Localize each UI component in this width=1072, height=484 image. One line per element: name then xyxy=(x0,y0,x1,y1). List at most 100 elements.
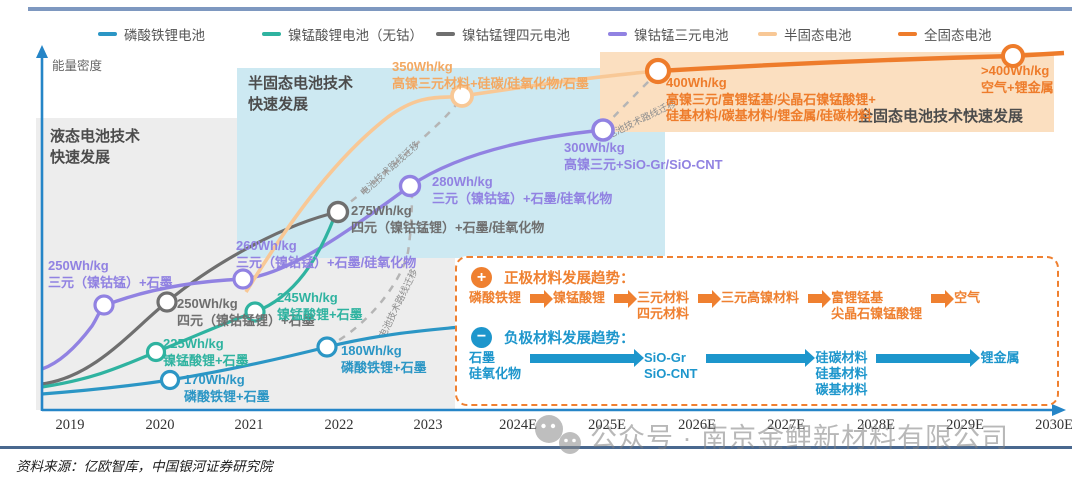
ternary-line-swatch xyxy=(608,32,627,36)
x-tick-2024e: 2024E xyxy=(499,417,537,433)
marker-ternary-280 xyxy=(398,174,422,198)
cathode-trend-chain: 磷酸铁锂 镍锰酸锂 三元材料 四元材料 三元高镍材料 富锂锰基 尖晶石镍锰酸锂 空气 xyxy=(469,289,1047,323)
point-label-solidstate-400: 400Wh/kg 高镍三元/富锂锰基/尖晶石镍锰酸锂+ 硅基材料/碳基材料/锂金属/… xyxy=(666,75,876,124)
point-label-quaternary-250: 250Wh/kg 四元（镍钴锰锂）+石墨 xyxy=(177,296,315,328)
point-label-ternary-300: 300Wh/kg 高镍三元+SiO-Gr/SiO-CNT xyxy=(564,140,723,172)
marker-solidstate-400plus xyxy=(1001,44,1025,68)
x-tick-2029e: 2029E xyxy=(946,417,984,433)
solidstate-curve xyxy=(657,50,1065,74)
legend-item-lfp: 磷酸铁锂电池 xyxy=(98,24,205,44)
liquid-phase-title-line2: 快速发展 xyxy=(50,149,111,166)
solidstate-line-swatch xyxy=(898,32,917,36)
point-label-lfp-180: 180Wh/kg 磷酸铁锂+石墨 xyxy=(341,343,427,375)
marker-lnmo-245 xyxy=(244,301,266,323)
lnmo-curve xyxy=(41,217,336,389)
anode-item: 锂金属 xyxy=(980,349,1020,365)
legend-item-lnmo: 镍锰酸锂电池（无钴） xyxy=(262,24,423,44)
cathode-item: 镍锰酸锂 xyxy=(553,290,606,305)
legend-label: 全固态电池 xyxy=(924,28,992,43)
marker-quaternary-250 xyxy=(156,291,178,313)
point-label-solidstate-400plus: >400Wh/kg 空气+锂金属 xyxy=(981,63,1054,95)
arrow-right-icon xyxy=(931,289,955,308)
anode-trend-title: 负极材料发展趋势： xyxy=(504,330,635,347)
semisolid-phase-title-line2: 快速发展 xyxy=(248,96,309,113)
marker-lnmo-225 xyxy=(145,341,167,363)
point-label-quaternary-275: 275Wh/kg 四元（镍钴锰锂）+石墨/硅氧化物 xyxy=(351,203,545,235)
arrow-right-icon xyxy=(706,349,816,367)
legend-label: 镍锰酸锂电池（无钴） xyxy=(288,28,423,43)
lfp-curve xyxy=(41,325,461,396)
migration-dash-quaternary-to-semisolid xyxy=(339,98,462,211)
point-label-lnmo-225: 225Wh/kg 镍锰酸锂+石墨 xyxy=(163,336,249,368)
semisolid-line-swatch xyxy=(758,32,777,36)
arrow-right-icon xyxy=(876,349,981,367)
legend-label: 磷酸铁锂电池 xyxy=(124,28,205,43)
quaternary-line-swatch xyxy=(436,32,455,36)
marker-ternary-260 xyxy=(232,268,254,290)
cathode-item: 三元高镍材料 xyxy=(721,290,800,305)
cathode-trend-title: 正极材料发展趋势： xyxy=(504,271,635,287)
arrow-right-icon xyxy=(530,289,554,308)
legend-label: 镍钴锰三元电池 xyxy=(634,28,729,43)
cathode-item: 富锂锰基 尖晶石镍锰酸锂 xyxy=(831,290,923,322)
x-tick-2028e: 2028E xyxy=(857,417,895,433)
marker-solidstate-400 xyxy=(644,57,672,85)
liquid-phase-region-lower xyxy=(237,258,455,410)
point-label-ternary-260: 260Wh/kg 三元（镍钴锰）+石墨/硅氧化物 xyxy=(236,238,417,270)
solidstate-phase-title: 全固态电池技术快速发展 xyxy=(858,106,1023,127)
y-axis-label: 能量密度 xyxy=(52,59,103,73)
x-tick-2027e: 2027E xyxy=(767,417,805,433)
semisolid-phase-title: 半固态电池技术 快速发展 xyxy=(248,73,353,115)
legend-item-ternary: 镍钴锰三元电池 xyxy=(608,24,729,44)
arrow-right-icon xyxy=(614,289,638,308)
marker-quaternary-275 xyxy=(326,200,350,224)
legend-label: 镍钴锰锂四元电池 xyxy=(462,28,570,43)
semisolid-phase-title-line1: 半固态电池技术 xyxy=(248,75,354,92)
minus-icon: − xyxy=(471,326,492,348)
material-trend-box: + 正极材料发展趋势： 磷酸铁锂 镍锰酸锂 三元材料 四元材料 三元高镍材料 富锂… xyxy=(455,256,1059,406)
marker-lfp-170 xyxy=(159,369,181,391)
x-tick-2020: 2020 xyxy=(145,417,175,433)
anode-item: SiO-Gr SiO-CNT xyxy=(644,349,698,381)
arrow-right-icon xyxy=(808,289,832,308)
legend-label: 半固态电池 xyxy=(784,28,852,43)
x-tick-2025e: 2025E xyxy=(588,417,626,433)
arrow-right-icon xyxy=(698,289,722,308)
marker-ternary-250 xyxy=(93,294,115,316)
x-tick-2026e: 2026E xyxy=(678,417,716,433)
liquid-phase-title: 液态电池技术 快速发展 xyxy=(50,126,140,168)
x-tick-2021: 2021 xyxy=(234,417,264,433)
marker-semisolid-350 xyxy=(450,84,474,108)
point-label-lnmo-245: 245Wh/kg 镍锰酸锂+石墨 xyxy=(277,290,363,322)
legend-item-semisolid: 半固态电池 xyxy=(758,24,852,44)
top-divider xyxy=(28,7,1072,11)
x-axis-arrow-icon xyxy=(1052,404,1066,416)
solidstate-phase-region xyxy=(600,52,1054,132)
point-label-semisolid-350: 350Wh/kg 高镍三元材料+硅碳/硅氧化物/石墨 xyxy=(392,59,589,91)
y-axis-arrow-icon xyxy=(36,45,48,58)
marker-ternary-300 xyxy=(591,118,615,142)
legend-item-quaternary: 镍钴锰锂四元电池 xyxy=(436,24,570,44)
lnmo-line-swatch xyxy=(262,32,281,36)
marker-lfp-180 xyxy=(316,336,338,358)
semisolid-curve xyxy=(244,69,659,293)
anode-item: 石墨 硅氧化物 xyxy=(469,349,522,381)
point-label-ternary-250: 250Wh/kg 三元（镍钴锰）+石墨 xyxy=(48,258,173,290)
bottom-divider xyxy=(0,446,1072,449)
x-tick-2030e: 2030E xyxy=(1035,417,1072,433)
cathode-item: 磷酸铁锂 xyxy=(469,290,522,305)
arrow-right-icon xyxy=(530,349,645,367)
legend-item-solidstate: 全固态电池 xyxy=(898,24,992,44)
anode-item: 硅碳材料 硅基材料 碳基材料 xyxy=(815,349,868,398)
point-label-lfp-170: 170Wh/kg 磷酸铁锂+石墨 xyxy=(184,372,270,404)
lfp-line-swatch xyxy=(98,32,117,36)
x-tick-2022: 2022 xyxy=(324,417,354,433)
source-note: 资料来源：亿欧智库，中国银河证券研究院 xyxy=(16,459,273,474)
solidstate-phase-title-line1: 全固态电池技术快速发展 xyxy=(858,108,1024,125)
point-label-ternary-280: 280Wh/kg 三元（镍钴锰）+石墨/硅氧化物 xyxy=(432,174,613,206)
plus-icon: + xyxy=(471,267,492,288)
cathode-item: 三元材料 四元材料 xyxy=(637,290,690,322)
liquid-phase-title-line1: 液态电池技术 xyxy=(50,128,141,145)
cathode-item: 空气 xyxy=(954,290,981,305)
